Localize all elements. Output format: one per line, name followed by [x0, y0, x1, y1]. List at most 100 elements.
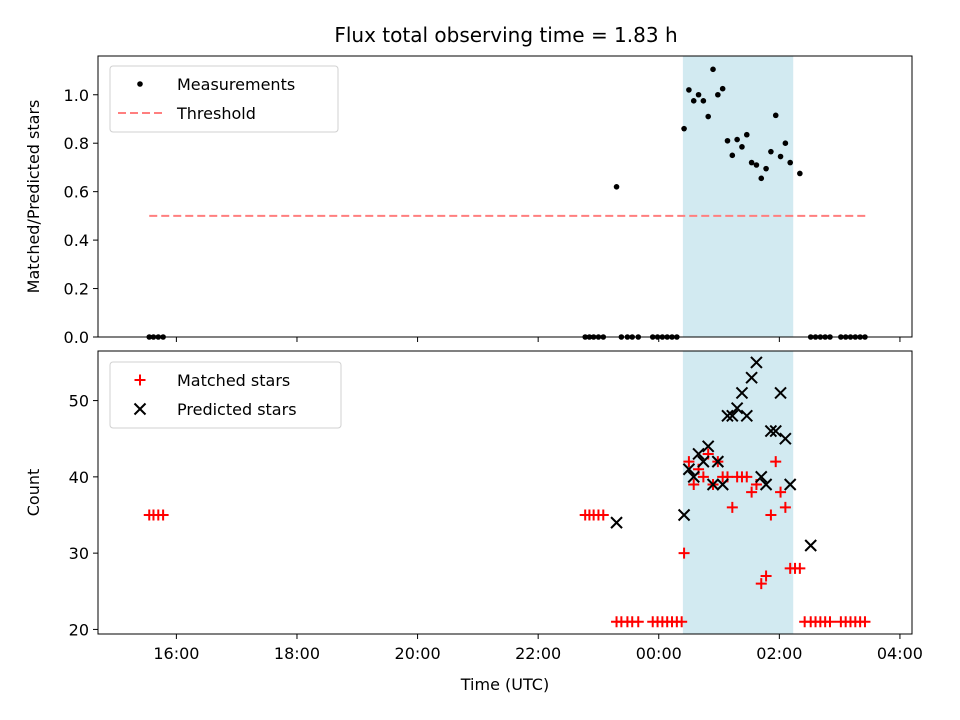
data-point — [759, 478, 773, 491]
y-tick-label: 0.8 — [64, 134, 89, 153]
x-tick-label: 02:00 — [756, 644, 802, 663]
y-tick-label: 0.2 — [64, 280, 89, 299]
data-point — [739, 144, 745, 150]
data-point — [688, 478, 700, 490]
data-point — [755, 578, 767, 590]
data-point — [705, 113, 711, 120]
legend-label: Threshold — [176, 104, 256, 123]
chart-title: Flux total observing time = 1.83 h — [334, 23, 677, 47]
data-point — [745, 371, 758, 384]
legend-label: Matched stars — [177, 371, 290, 390]
y-tick-label: 50 — [69, 392, 89, 411]
data-point — [157, 509, 169, 521]
data-point — [729, 152, 736, 159]
y-tick-label: 30 — [69, 544, 89, 563]
top-panel: 0.0 0.2 0.4 0.6 0.8 1.0 Matched/Predicted star… — [24, 55, 913, 347]
x-tick-label: 00:00 — [636, 644, 682, 663]
axes-frame — [97, 55, 913, 338]
y-axis-label: Matched/Predicted stars — [24, 100, 43, 294]
data-point — [755, 470, 768, 484]
y-axis-label: Count — [24, 469, 43, 517]
data-point — [758, 175, 765, 182]
series-matched-stars — [143, 448, 871, 628]
data-point — [859, 616, 871, 628]
data-point — [697, 455, 710, 468]
data-point — [777, 153, 784, 160]
data-point — [681, 125, 687, 132]
data-point — [746, 486, 758, 498]
legend-label: Measurements — [177, 75, 295, 94]
data-point — [701, 440, 715, 453]
data-point — [770, 456, 782, 468]
x-tick-label: 18:00 — [274, 644, 320, 663]
bottom-panel: 20 30 40 50 16:00 18:00 20:00 22:00 00:00 02:00 04… — [24, 350, 923, 694]
data-point — [734, 136, 740, 143]
data-point — [740, 409, 753, 423]
data-point — [692, 447, 705, 461]
observing-window-band — [682, 56, 794, 337]
data-point — [695, 91, 702, 98]
data-point — [721, 409, 734, 423]
data-point — [782, 140, 789, 147]
data-point — [597, 509, 609, 521]
data-point — [760, 570, 772, 582]
data-point — [764, 424, 778, 438]
data-point — [632, 616, 644, 628]
data-point — [743, 131, 750, 138]
data-point — [735, 386, 749, 400]
data-point — [783, 478, 797, 491]
data-point — [726, 409, 739, 423]
data-point — [682, 463, 696, 476]
legend-label: Predicted stars — [177, 400, 297, 419]
x-tick-label: 04:00 — [877, 644, 923, 663]
data-point — [804, 539, 817, 552]
data-point — [700, 98, 707, 104]
data-point — [687, 470, 700, 484]
data-point — [769, 424, 782, 438]
data-point — [748, 159, 755, 166]
legend: Matched stars Predicted stars — [109, 361, 342, 429]
x-axis-label: Time (UTC) — [460, 675, 549, 694]
data-point — [787, 159, 794, 166]
data-point — [697, 471, 709, 483]
data-point — [678, 547, 690, 559]
data-point — [724, 137, 731, 144]
x-tick-label: 20:00 — [395, 644, 441, 663]
x-tick-label: 16:00 — [153, 644, 199, 663]
data-point — [765, 509, 777, 521]
data-point — [797, 170, 803, 177]
y-tick-label: 0.4 — [64, 231, 89, 250]
y-tick-label: 40 — [69, 468, 89, 487]
x-tick-label: 22:00 — [515, 644, 561, 663]
legend-box — [109, 65, 339, 133]
data-point — [772, 112, 779, 119]
data-point — [779, 432, 792, 445]
data-point — [610, 516, 623, 529]
data-point — [719, 85, 726, 92]
data-point — [690, 98, 697, 104]
y-tick-label: 0.6 — [64, 183, 89, 202]
y-tick-label: 20 — [69, 620, 89, 639]
data-point — [741, 471, 753, 483]
data-point — [683, 456, 695, 468]
data-point — [750, 356, 763, 369]
data-point — [726, 501, 738, 513]
y-tick-label: 0.0 — [64, 328, 89, 347]
data-point — [753, 162, 760, 168]
series-predicted-stars — [610, 356, 817, 552]
data-point — [706, 478, 720, 491]
data-point — [676, 616, 688, 628]
data-point — [774, 386, 787, 400]
data-point — [686, 87, 692, 93]
legend: Measurements Threshold — [109, 65, 339, 133]
data-point — [794, 562, 806, 574]
data-point — [730, 402, 744, 415]
axes-frame — [97, 350, 913, 635]
data-point — [779, 501, 791, 513]
data-point — [768, 148, 774, 155]
data-point — [824, 616, 836, 628]
data-point — [711, 455, 725, 468]
data-point — [763, 165, 769, 172]
data-point — [710, 66, 716, 73]
